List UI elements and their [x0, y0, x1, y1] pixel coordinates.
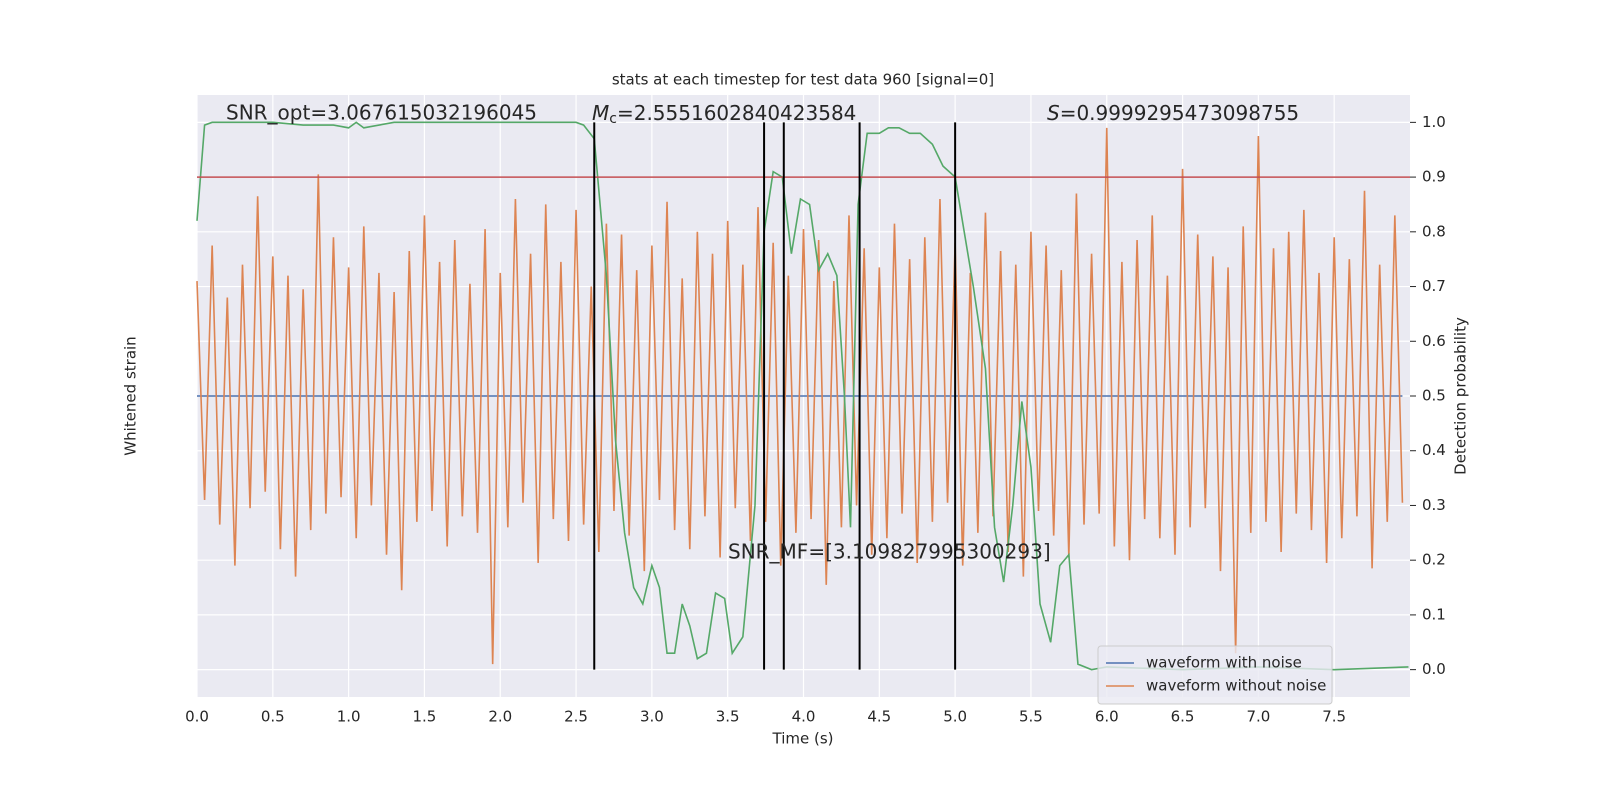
annotation-symbol: S — [1047, 101, 1060, 125]
y2-tick-label: 0.2 — [1422, 551, 1446, 569]
x-tick-label: 5.5 — [1019, 708, 1043, 726]
x-tick-label: 4.5 — [867, 708, 891, 726]
x-tick-label: 7.0 — [1246, 708, 1270, 726]
chart-title: stats at each timestep for test data 960… — [612, 71, 994, 89]
x-tick-label: 2.0 — [488, 708, 512, 726]
x-tick-label: 1.0 — [337, 708, 361, 726]
annotation: S=0.9999295473098755 — [1047, 101, 1299, 125]
annotation-text: =2.5551602840423584 — [617, 101, 856, 125]
y2-tick-label: 0.1 — [1422, 605, 1446, 623]
x-tick-label: 0.0 — [185, 708, 209, 726]
x-tick-label: 7.5 — [1322, 708, 1346, 726]
annotation: SNR_MF=[3.109827995300293] — [728, 540, 1051, 564]
x-tick-label: 3.0 — [640, 708, 664, 726]
x-tick-label: 6.0 — [1095, 708, 1119, 726]
y2-tick-label: 1.0 — [1422, 113, 1446, 131]
legend-label: waveform without noise — [1146, 677, 1326, 695]
y2-tick-label: 0.0 — [1422, 660, 1446, 678]
annotation: SNR_opt=3.067615032196045 — [226, 101, 537, 125]
y2-tick-label: 0.7 — [1422, 277, 1446, 295]
x-tick-label: 5.0 — [943, 708, 967, 726]
y-axis-label: Whitened strain — [122, 336, 140, 455]
y2-tick-label: 0.3 — [1422, 496, 1446, 514]
y2-tick-label: 0.5 — [1422, 387, 1446, 405]
annotation-symbol: M — [592, 101, 609, 125]
x-tick-label: 4.0 — [792, 708, 816, 726]
series-line — [196, 121, 1409, 671]
x-tick-label: 6.5 — [1171, 708, 1195, 726]
y2-tick-label: 0.9 — [1422, 168, 1446, 186]
y2-tick-label: 0.4 — [1422, 441, 1446, 459]
y2-axis-label: Detection probability — [1452, 317, 1470, 475]
x-tick-label: 0.5 — [261, 708, 285, 726]
x-tick-label: 2.5 — [564, 708, 588, 726]
legend-label: waveform with noise — [1146, 654, 1302, 672]
x-tick-label: 1.5 — [413, 708, 437, 726]
y2-tick-label: 0.8 — [1422, 222, 1446, 240]
annotation-text: =0.9999295473098755 — [1060, 101, 1299, 125]
y2-tick-label: 0.6 — [1422, 332, 1446, 350]
x-axis-label: Time (s) — [772, 730, 834, 748]
annotation-subscript: c — [609, 111, 617, 127]
x-tick-label: 3.5 — [716, 708, 740, 726]
annotation: Mc=2.5551602840423584 — [592, 101, 856, 128]
legend-box — [1097, 645, 1333, 705]
series-line — [196, 127, 1404, 665]
